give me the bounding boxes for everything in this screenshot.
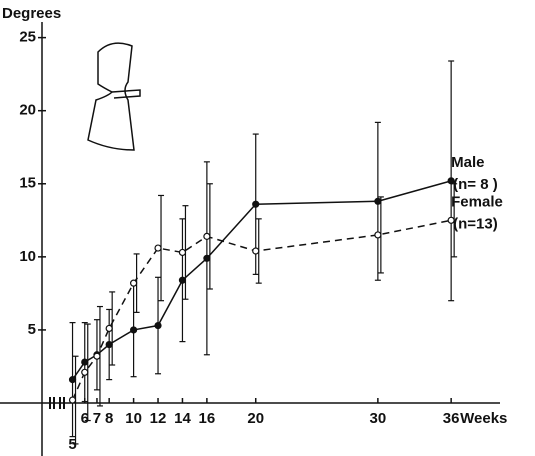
legend-label: Female xyxy=(451,193,503,210)
x-tick-label: 7 xyxy=(93,410,101,427)
point xyxy=(93,352,101,360)
point xyxy=(68,376,77,384)
point xyxy=(203,254,211,262)
point xyxy=(154,244,162,252)
series-line xyxy=(71,219,452,401)
y-tick-label: 10 xyxy=(19,248,36,265)
point xyxy=(178,276,187,284)
point xyxy=(374,197,382,205)
y-tick-label: 20 xyxy=(19,102,36,119)
x-tick-label: 30 xyxy=(370,410,387,427)
point xyxy=(178,248,187,257)
vertebra-illustration xyxy=(87,42,141,151)
axis-break xyxy=(49,397,65,409)
x-tick-label: 8 xyxy=(105,410,113,427)
y-tick-label: 5 xyxy=(28,321,36,338)
series-line xyxy=(71,180,452,381)
point xyxy=(105,324,113,333)
point xyxy=(154,321,162,330)
x-axis-title: Weeks xyxy=(460,410,507,427)
y-tick-label: 25 xyxy=(19,29,36,46)
y-tick-label: 15 xyxy=(19,175,36,192)
point xyxy=(203,232,211,240)
y-axis-title: Degrees xyxy=(2,5,61,22)
point xyxy=(81,368,89,376)
point xyxy=(252,247,260,255)
point xyxy=(105,340,113,349)
x-tick-label: 10 xyxy=(125,410,142,427)
point xyxy=(374,231,382,239)
x-tick-label: 12 xyxy=(150,410,167,427)
x-tick-label: 20 xyxy=(247,410,264,427)
x-tick-label: 6 xyxy=(81,410,89,427)
point xyxy=(130,326,138,334)
point xyxy=(68,396,77,404)
legend-label: Male xyxy=(451,154,484,171)
legend-note: (n= 8 ) xyxy=(453,176,498,193)
point xyxy=(447,216,455,224)
legend-note: (n=13) xyxy=(453,215,498,232)
point xyxy=(252,200,260,208)
x-tick-label: 14 xyxy=(174,410,191,427)
x-tick-label: 36 xyxy=(443,410,460,427)
x-tick-label: 16 xyxy=(199,410,216,427)
point xyxy=(81,358,89,366)
point xyxy=(130,279,138,287)
